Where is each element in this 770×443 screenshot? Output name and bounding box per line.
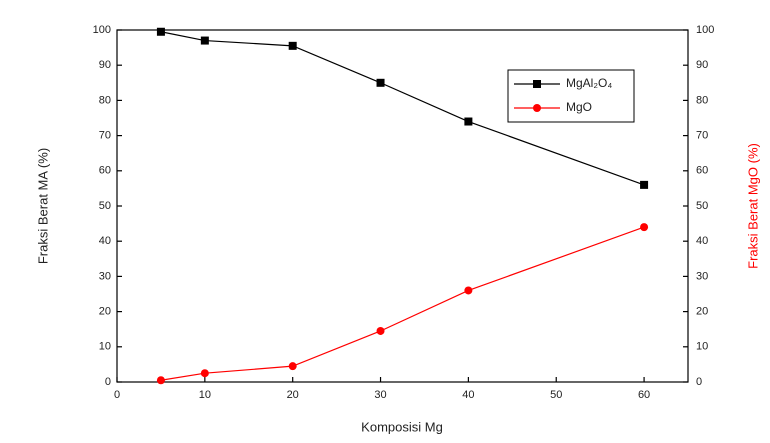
- x-tick-label: 40: [462, 389, 474, 401]
- data-point: [156, 27, 165, 36]
- series-line: [160, 31, 645, 186]
- y2-tick-label: 20: [696, 306, 708, 318]
- data-point: [156, 376, 165, 385]
- x-tick-label: 0: [114, 389, 120, 401]
- x-tick-label: 20: [287, 389, 299, 401]
- x-tick-label: 30: [374, 389, 386, 401]
- y-tick-label: 50: [99, 200, 111, 212]
- y2-tick-label: 10: [696, 341, 708, 353]
- data-point: [376, 326, 385, 335]
- legend-box: [507, 69, 635, 123]
- y2-axis-label: Fraksi Berat MgO (%): [745, 143, 760, 269]
- y2-tick-label: 60: [696, 165, 708, 177]
- y-tick-label: 60: [99, 165, 111, 177]
- data-point: [640, 223, 649, 232]
- y-tick-label: 30: [99, 270, 111, 282]
- data-point: [464, 286, 473, 295]
- y-axis-label: Fraksi Berat MA (%): [35, 148, 50, 264]
- x-axis-label: Komposisi Mg: [361, 419, 443, 434]
- legend-label: MgAl₂O₄: [566, 76, 612, 90]
- data-point: [288, 41, 297, 50]
- legend-marker: [533, 104, 541, 112]
- legend-marker: [533, 80, 541, 88]
- y-tick-label: 10: [99, 341, 111, 353]
- y-tick-label: 0: [105, 376, 111, 388]
- data-point: [640, 180, 649, 189]
- y2-tick-label: 90: [696, 59, 708, 71]
- y2-tick-label: 80: [696, 94, 708, 106]
- y-tick-label: 20: [99, 306, 111, 318]
- y2-tick-label: 0: [696, 376, 702, 388]
- legend-label: MgO: [566, 100, 592, 114]
- y-tick-label: 70: [99, 130, 111, 142]
- y-tick-label: 90: [99, 59, 111, 71]
- y-tick-label: 100: [93, 24, 111, 36]
- x-tick-label: 60: [638, 389, 650, 401]
- data-point: [288, 362, 297, 371]
- series-line: [160, 226, 645, 381]
- data-point: [464, 117, 473, 126]
- y2-tick-label: 100: [696, 24, 714, 36]
- y2-tick-label: 40: [696, 235, 708, 247]
- x-tick-label: 10: [199, 389, 211, 401]
- x-tick-label: 50: [550, 389, 562, 401]
- y-tick-label: 40: [99, 235, 111, 247]
- data-point: [200, 36, 209, 45]
- y2-tick-label: 50: [696, 200, 708, 212]
- data-point: [200, 369, 209, 378]
- y2-tick-label: 70: [696, 130, 708, 142]
- data-point: [376, 78, 385, 87]
- y-tick-label: 80: [99, 94, 111, 106]
- y2-tick-label: 30: [696, 270, 708, 282]
